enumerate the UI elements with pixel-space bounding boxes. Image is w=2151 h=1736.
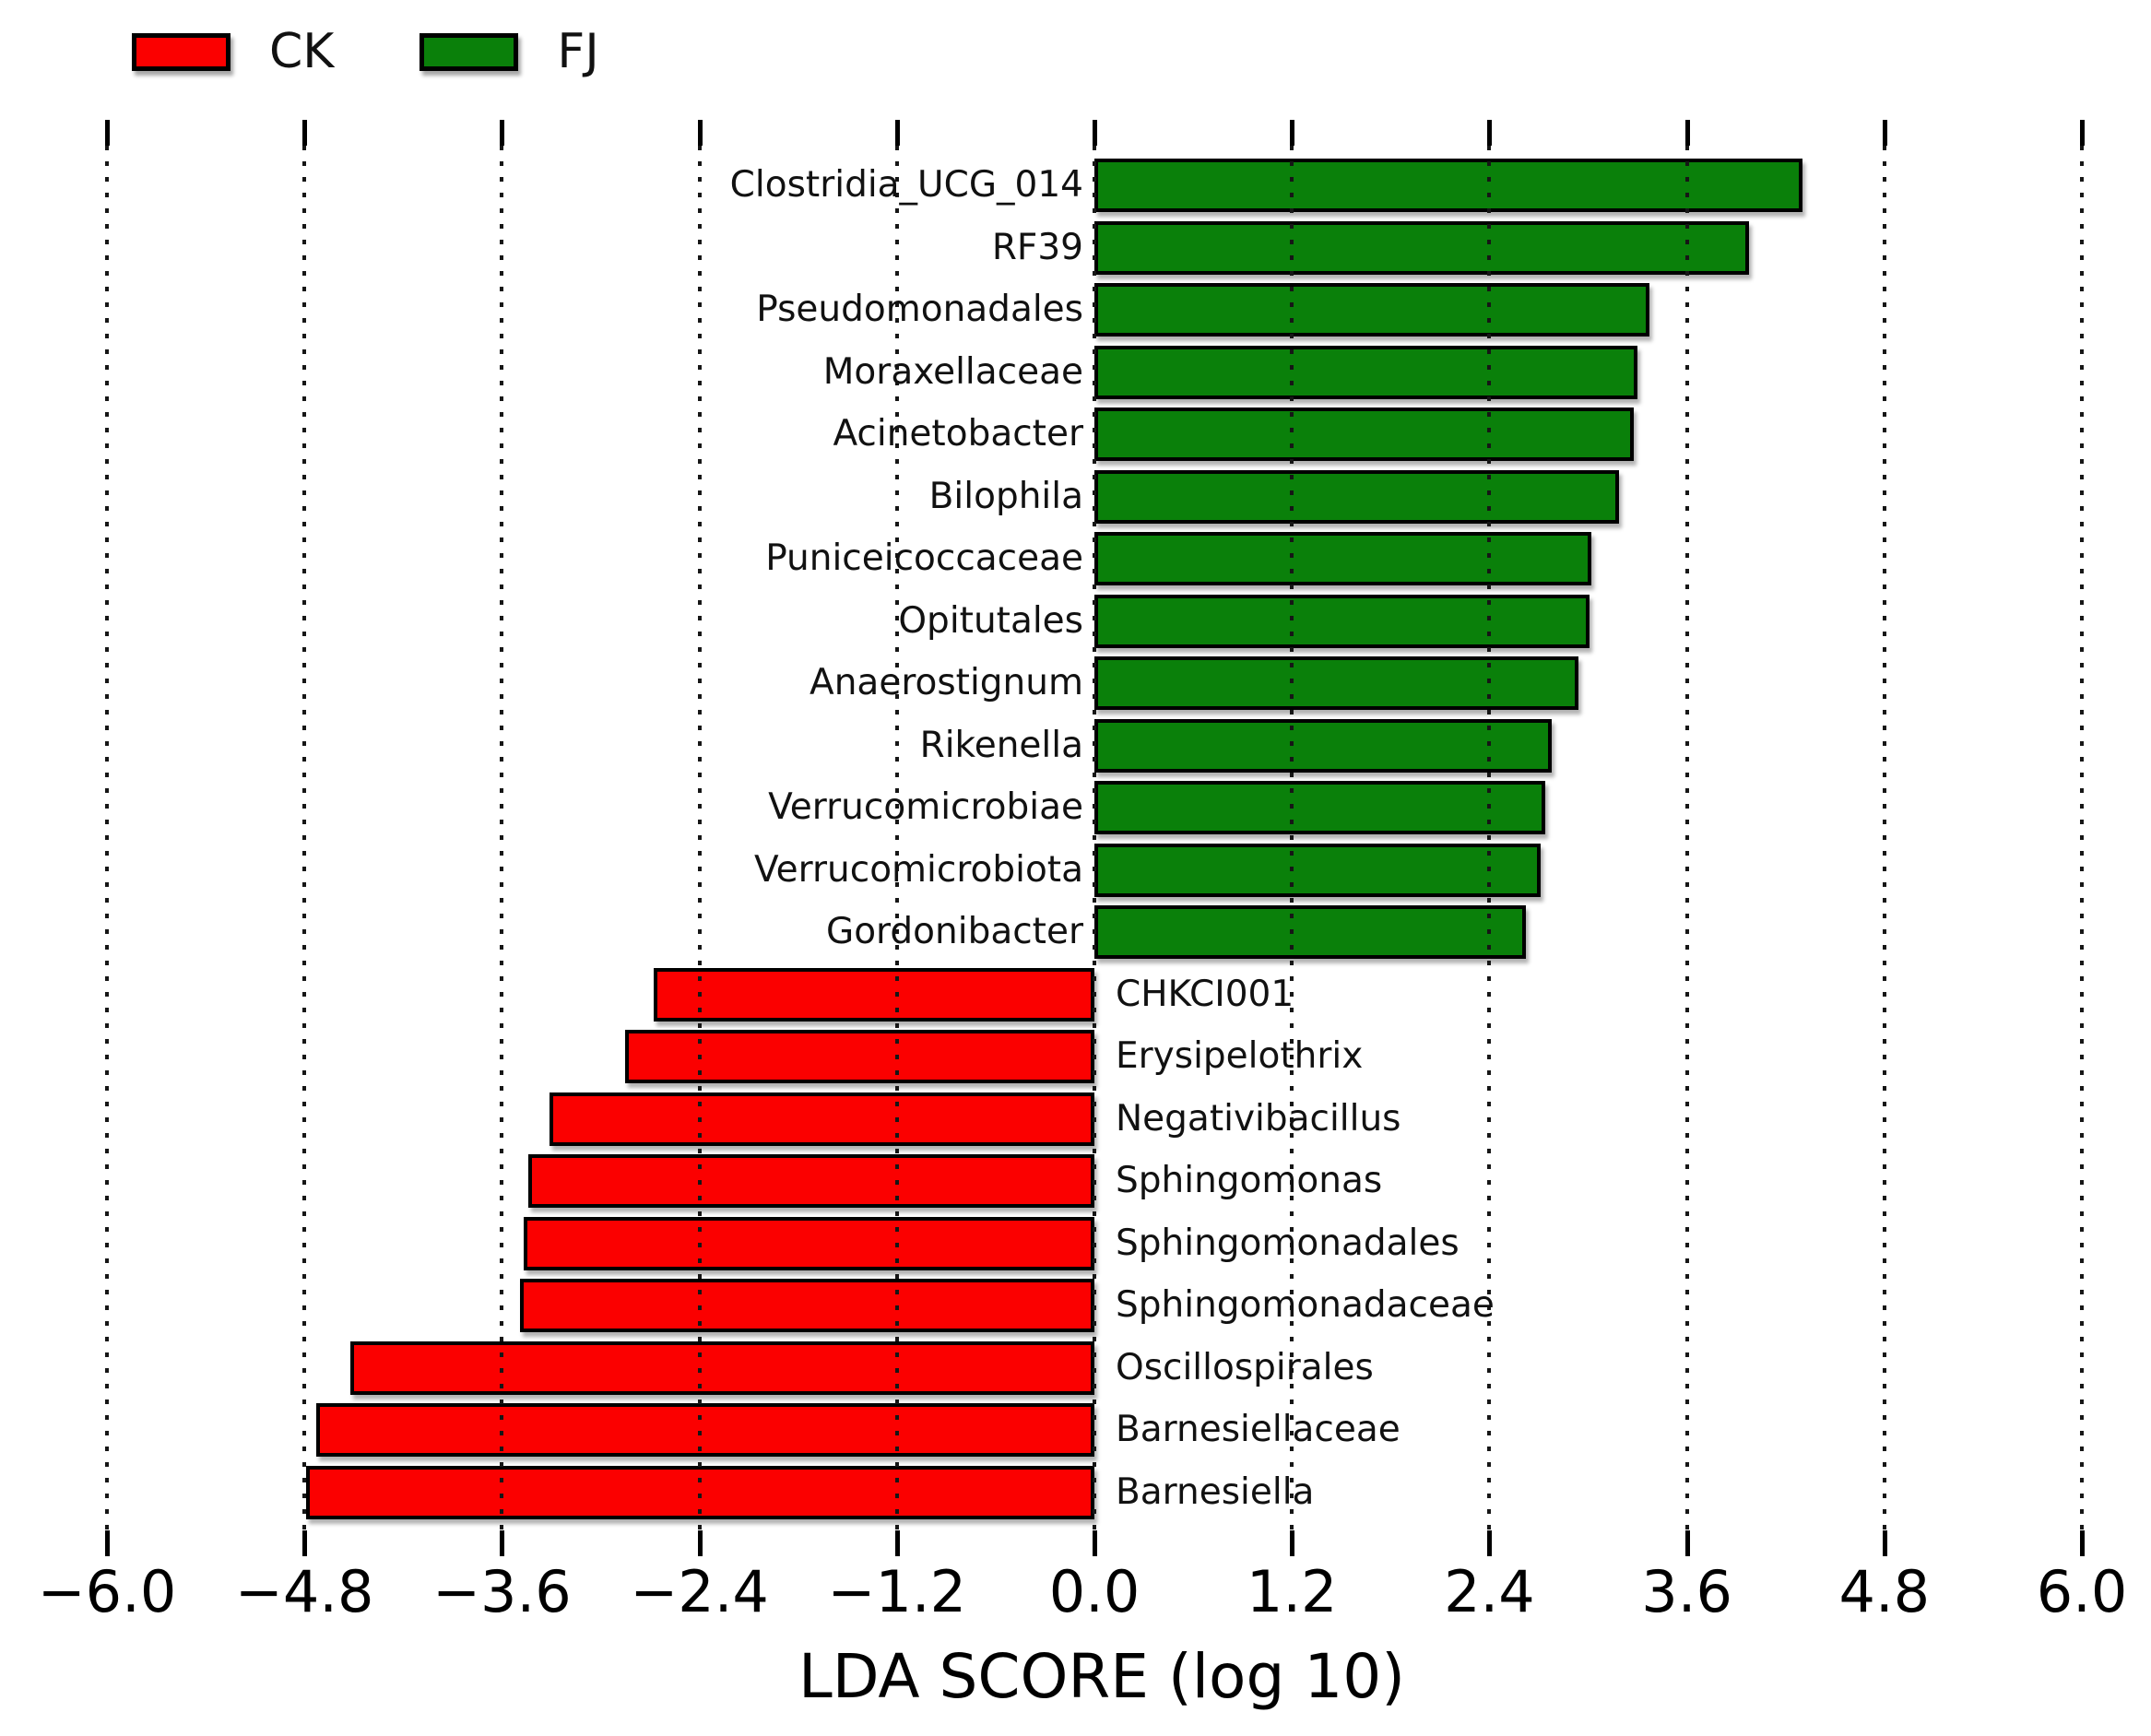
legend-label-FJ: FJ xyxy=(557,24,599,79)
bar-Verrucomicrobiae xyxy=(1094,781,1546,834)
bar-Sphingomonadaceae xyxy=(520,1279,1094,1332)
bar-Sphingomonadales xyxy=(523,1216,1094,1270)
bar-Clostridia_UCG_014 xyxy=(1094,159,1802,212)
bar-label-Oscillospirales: Oscillospirales xyxy=(1116,1346,1374,1388)
bar-label-Opitutales: Opitutales xyxy=(898,599,1083,642)
x-tick-label: −2.4 xyxy=(630,1558,769,1625)
bar-label-Barnesiella: Barnesiella xyxy=(1116,1470,1315,1513)
x-tick-label: −1.2 xyxy=(827,1558,967,1625)
gridline xyxy=(1684,146,1689,1530)
gridline xyxy=(697,146,702,1530)
x-tick-label: −4.8 xyxy=(234,1558,374,1625)
x-tick-bottom xyxy=(1882,1530,1887,1556)
bar-label-Pseudomonadales: Pseudomonadales xyxy=(756,289,1083,330)
x-tick-label: 0.0 xyxy=(1048,1558,1141,1625)
bar-Anaerostignum xyxy=(1094,656,1578,710)
legend: CK FJ xyxy=(132,28,599,76)
x-tick-top xyxy=(105,120,110,146)
gridline xyxy=(1882,146,1886,1530)
x-tick-top xyxy=(697,120,703,146)
gridline xyxy=(302,146,307,1530)
legend-label-CK: CK xyxy=(269,24,335,79)
legend-swatch-FJ xyxy=(420,32,519,71)
x-tick-bottom xyxy=(302,1530,308,1556)
x-tick-top xyxy=(302,120,308,146)
bar-label-CHKCI001: CHKCI001 xyxy=(1116,973,1294,1015)
bar-CHKCI001 xyxy=(653,967,1094,1022)
gridline xyxy=(1290,146,1294,1530)
bar-label-Sphingomonadales: Sphingomonadales xyxy=(1116,1222,1460,1264)
legend-item-CK: CK xyxy=(132,28,334,76)
x-tick-bottom xyxy=(1487,1530,1493,1556)
x-tick-label: 1.2 xyxy=(1246,1558,1338,1625)
legend-item-FJ: FJ xyxy=(420,24,599,79)
legend-swatch-CK xyxy=(132,32,230,71)
x-tick-label: 4.8 xyxy=(1838,1558,1931,1625)
x-tick-top xyxy=(500,120,505,146)
x-tick-top xyxy=(2080,120,2085,146)
gridline xyxy=(1093,146,1096,1530)
bar-label-Bilophila: Bilophila xyxy=(928,475,1083,517)
x-tick-bottom xyxy=(894,1530,900,1556)
x-tick-label: 2.4 xyxy=(1444,1558,1535,1625)
bar-Puniceicoccaceae xyxy=(1094,532,1592,585)
x-tick-label: 3.6 xyxy=(1641,1558,1732,1625)
bar-label-Gordonibacter: Gordonibacter xyxy=(825,911,1083,952)
bar-Sphingomonas xyxy=(527,1154,1094,1208)
bar-Gordonibacter xyxy=(1094,905,1526,959)
gridline xyxy=(500,146,504,1530)
x-tick-top xyxy=(1684,120,1690,146)
bar-Pseudomonadales xyxy=(1094,283,1649,337)
bar-Verrucomicrobiota xyxy=(1094,843,1541,897)
x-tick-bottom xyxy=(697,1530,703,1556)
x-tick-top xyxy=(1882,120,1887,146)
x-tick-bottom xyxy=(1290,1530,1295,1556)
bar-Negativibacillus xyxy=(550,1092,1094,1146)
bar-label-Verrucomicrobiota: Verrucomicrobiota xyxy=(754,848,1083,891)
gridline xyxy=(105,146,109,1530)
bar-label-Moraxellaceae: Moraxellaceae xyxy=(822,350,1083,393)
x-tick-bottom xyxy=(105,1530,110,1556)
bar-label-Clostridia_UCG_014: Clostridia_UCG_014 xyxy=(729,164,1083,206)
gridline xyxy=(894,146,899,1530)
bar-label-Erysipelothrix: Erysipelothrix xyxy=(1116,1035,1364,1077)
x-tick-bottom xyxy=(1684,1530,1690,1556)
bar-Oscillospirales xyxy=(350,1340,1094,1395)
x-tick-label: −3.6 xyxy=(432,1558,572,1625)
gridline xyxy=(2080,146,2084,1530)
bar-label-Rikenella: Rikenella xyxy=(919,724,1083,766)
bar-Opitutales xyxy=(1094,594,1590,648)
bar-Erysipelothrix xyxy=(625,1030,1094,1083)
bar-Bilophila xyxy=(1094,469,1620,524)
x-tick-bottom xyxy=(500,1530,505,1556)
bar-label-Negativibacillus: Negativibacillus xyxy=(1116,1097,1401,1140)
x-tick-top xyxy=(1093,120,1097,146)
x-tick-top xyxy=(1487,120,1493,146)
x-tick-top xyxy=(1290,120,1295,146)
bar-label-Anaerostignum: Anaerostignum xyxy=(810,662,1083,703)
gridline xyxy=(1487,146,1492,1530)
x-axis-title: LDA SCORE (log 10) xyxy=(798,1641,1406,1712)
bar-RF39 xyxy=(1094,220,1750,275)
bar-label-RF39: RF39 xyxy=(991,226,1083,268)
bar-Acinetobacter xyxy=(1094,407,1635,461)
x-tick-bottom xyxy=(2080,1530,2085,1556)
bar-label-Puniceicoccaceae: Puniceicoccaceae xyxy=(765,537,1083,579)
bar-label-Verrucomicrobiae: Verrucomicrobiae xyxy=(768,786,1083,828)
bar-Moraxellaceae xyxy=(1094,345,1638,399)
bar-label-Acinetobacter: Acinetobacter xyxy=(833,413,1083,455)
x-tick-bottom xyxy=(1093,1530,1097,1556)
bar-label-Barnesiellaceae: Barnesiellaceae xyxy=(1116,1409,1401,1450)
x-tick-top xyxy=(894,120,900,146)
bar-label-Sphingomonadaceae: Sphingomonadaceae xyxy=(1116,1284,1495,1326)
bar-Barnesiellaceae xyxy=(315,1403,1094,1457)
x-tick-label: −6.0 xyxy=(37,1558,177,1625)
x-tick-label: 6.0 xyxy=(2036,1558,2128,1625)
bar-label-Sphingomonas: Sphingomonas xyxy=(1116,1160,1383,1201)
bar-Rikenella xyxy=(1094,718,1553,773)
